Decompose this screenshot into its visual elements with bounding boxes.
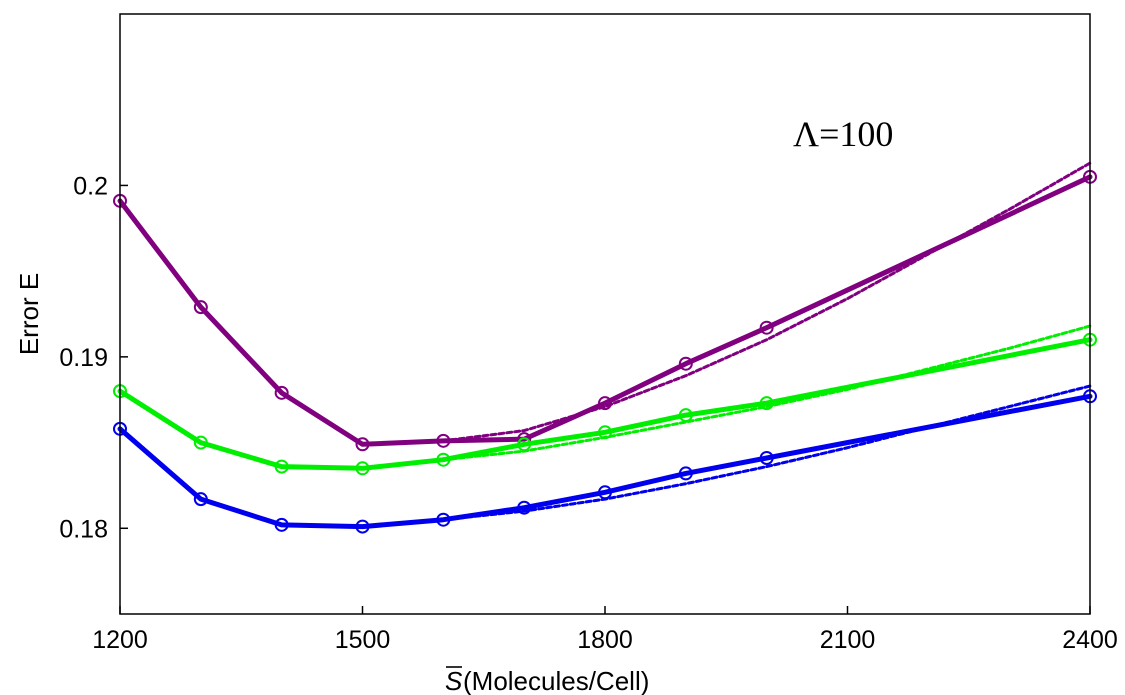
series-2-point-2	[274, 459, 289, 474]
series-4-point-2	[274, 517, 289, 532]
x-axis-title: S (Molecules/Cell)	[445, 666, 649, 695]
series-layer	[113, 161, 1097, 534]
x-tick-label: 2100	[820, 626, 876, 654]
x-tick-label: 1500	[335, 626, 391, 654]
series-3-dashed-line	[441, 324, 1092, 462]
tick-layer: 1200 1500 1800 2100 2400 0.18 0.19 0.2	[59, 172, 1117, 654]
series-0-point-1	[193, 300, 208, 315]
series-0-point-2	[274, 385, 289, 400]
y-tick-label: 0.18	[59, 515, 108, 543]
series-2-point-3	[355, 461, 370, 476]
series-4-point-8	[759, 451, 774, 465]
x-axis-symbol: S	[445, 666, 463, 695]
annotation-lambda: Λ=100	[793, 114, 893, 154]
x-axis-unit: (Molecules/Cell)	[463, 666, 649, 695]
series-2-line	[117, 337, 1093, 471]
series-4-line	[117, 393, 1093, 530]
x-tick-label: 1200	[92, 626, 148, 654]
series-5-dashed-line	[441, 384, 1092, 522]
series-4-point-7	[678, 466, 693, 481]
x-tick-label: 1800	[577, 626, 633, 654]
series-1-dashed-line	[441, 161, 1092, 443]
series-0-point-7	[678, 356, 693, 371]
y-tick-label: 0.19	[59, 344, 108, 372]
series-4-point-1	[193, 492, 208, 507]
y-axis-title: Error E	[14, 273, 44, 355]
series-0-point-3	[355, 437, 370, 452]
series-4-point-3	[355, 519, 370, 534]
series-4-point-5	[517, 500, 532, 515]
plot-frame	[119, 13, 1091, 615]
y-tick-label: 0.2	[73, 172, 108, 200]
series-0-point-8	[759, 320, 774, 335]
series-2-point-1	[193, 435, 208, 450]
series-0-line	[117, 174, 1093, 447]
x-tick-label: 2400	[1062, 626, 1118, 654]
series-2-point-8	[759, 396, 774, 411]
